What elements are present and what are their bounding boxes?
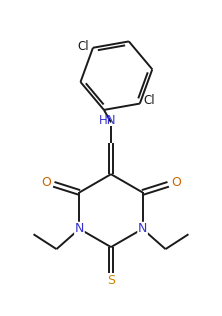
Text: Cl: Cl	[77, 40, 89, 53]
Text: O: O	[171, 176, 181, 190]
Text: N: N	[138, 222, 147, 235]
Text: N: N	[75, 222, 84, 235]
Text: S: S	[107, 274, 115, 287]
Text: HN: HN	[99, 114, 117, 127]
Text: Cl: Cl	[143, 94, 155, 107]
Text: O: O	[41, 176, 51, 190]
